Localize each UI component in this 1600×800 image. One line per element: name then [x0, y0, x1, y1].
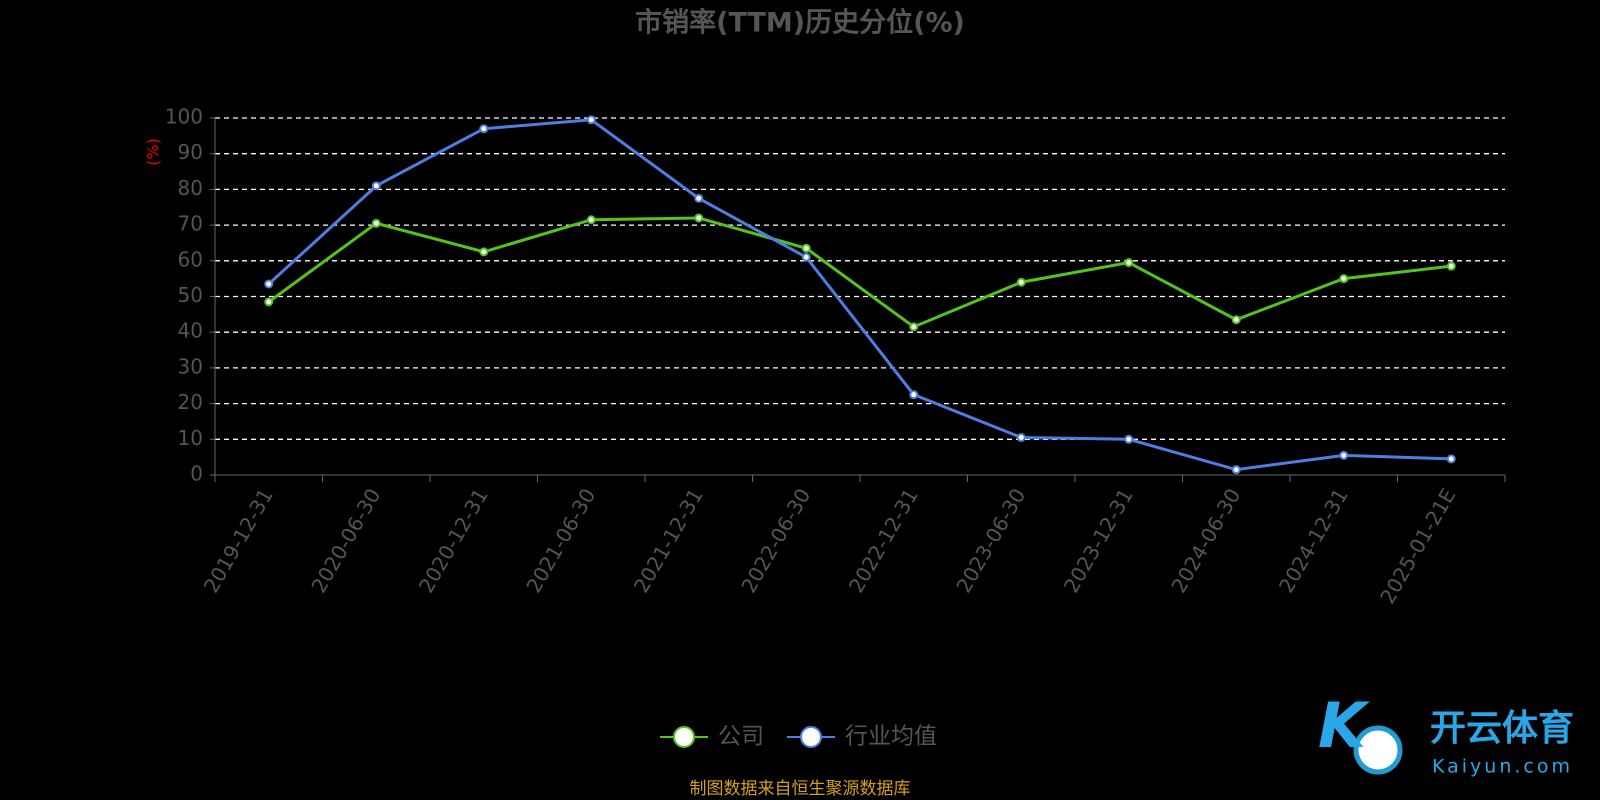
watermark-logo	[1353, 725, 1403, 775]
watermark-logo-k: K	[1318, 689, 1370, 762]
data-point	[1231, 465, 1241, 475]
legend-label: 公司	[718, 724, 764, 750]
data-point	[586, 215, 596, 225]
legend-marker	[800, 726, 822, 748]
data-point	[1124, 434, 1134, 444]
data-point	[801, 252, 811, 262]
y-tick-label: 80	[178, 176, 203, 200]
series-line	[267, 118, 1452, 472]
data-point	[586, 115, 596, 125]
y-tick-label: 20	[178, 390, 203, 414]
legend-marker	[673, 726, 695, 748]
y-tick-label: 60	[178, 247, 203, 271]
data-point	[1124, 258, 1134, 268]
data-point	[479, 247, 489, 257]
legend-item[interactable]: 公司	[660, 724, 764, 750]
data-point	[694, 193, 704, 203]
data-point	[479, 124, 489, 134]
data-point	[371, 218, 381, 228]
data-point	[909, 390, 919, 400]
series-line	[267, 216, 1452, 329]
y-tick-label: 50	[178, 283, 203, 307]
legend-item[interactable]: 行业均值	[787, 724, 937, 750]
data-point	[1339, 450, 1349, 460]
y-tick-label: 0	[190, 462, 203, 486]
data-point	[1016, 433, 1026, 443]
watermark-site: Kaiyun.com	[1432, 756, 1573, 778]
y-axis-label: (%)	[144, 138, 163, 166]
data-point	[909, 322, 919, 332]
legend-label: 行业均值	[845, 724, 937, 750]
y-tick-label: 90	[178, 140, 203, 164]
data-point	[1016, 277, 1026, 287]
data-point	[694, 213, 704, 223]
chart-title: 市销率(TTM)历史分位(%)	[635, 7, 965, 39]
y-tick-label: 40	[178, 319, 203, 343]
data-point	[801, 243, 811, 253]
data-point	[1339, 274, 1349, 284]
data-point	[1446, 454, 1456, 464]
y-tick-label: 70	[178, 212, 203, 236]
data-point	[264, 279, 274, 289]
y-tick-label: 30	[178, 354, 203, 378]
watermark: K 开云体育 Kaiyun.com	[1318, 689, 1574, 777]
data-point	[371, 181, 381, 191]
data-point	[1446, 261, 1456, 271]
y-tick-label: 100	[165, 105, 203, 129]
data-point	[1231, 315, 1241, 325]
data-point	[264, 297, 274, 307]
watermark-brand: 开云体育	[1430, 708, 1574, 749]
y-tick-label: 10	[178, 426, 203, 450]
source-note: 制图数据来自恒生聚源数据库	[690, 779, 911, 799]
